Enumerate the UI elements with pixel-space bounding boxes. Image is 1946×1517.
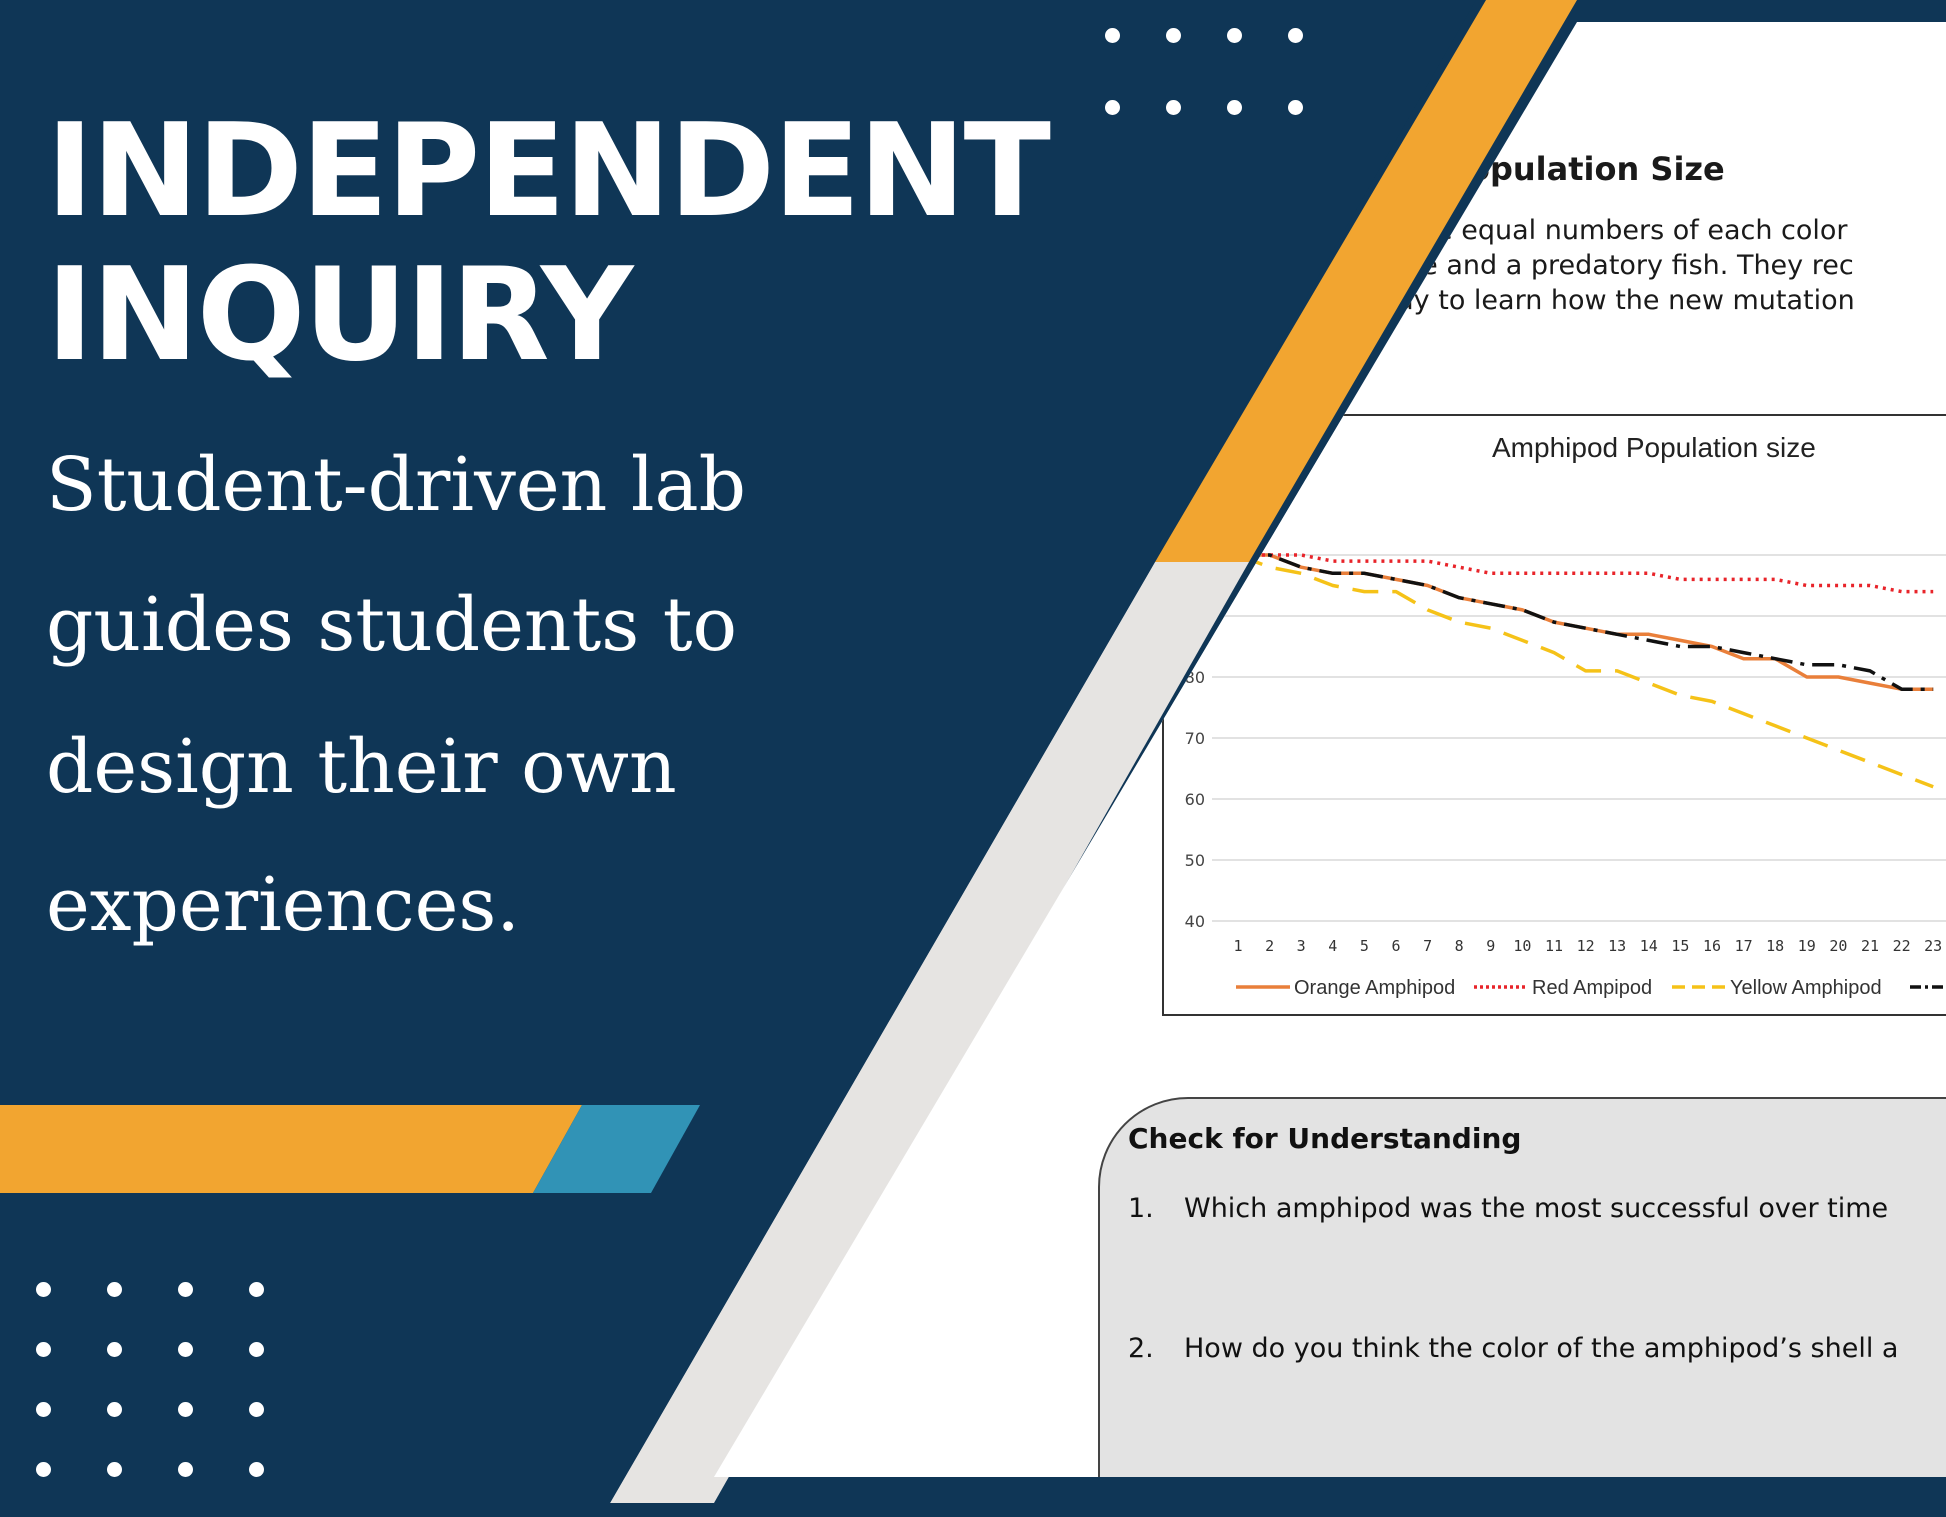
decorative-dot [249,1282,264,1297]
decorative-dot [36,1282,51,1297]
chart-title: Amphipod Population size [1492,432,1816,463]
decorative-dot [1288,100,1303,115]
chart-frame [1162,414,1946,1016]
x-tick-label: 11 [1545,937,1563,955]
x-tick-label: 12 [1577,937,1595,955]
decorative-dot [107,1342,122,1357]
x-tick-label: 19 [1798,937,1816,955]
y-tick-label: 40 [1185,912,1205,931]
x-tick-label: 17 [1735,937,1753,955]
legend-label: Yellow Amphipod [1730,977,1882,999]
worksheet-intro-line: lgae and a predatory fish. They rec [1380,250,1854,281]
x-tick-label: 21 [1861,937,1879,955]
check-for-understanding-title: Check for Understanding [1128,1122,1522,1155]
x-tick-label: 10 [1513,937,1531,955]
x-tick-label: 16 [1703,937,1721,955]
question-item: 1. Which amphipod was the most successful… [1128,1193,1888,1224]
y-tick-label: 70 [1185,729,1205,748]
decorative-dot [1105,28,1120,43]
decorative-dot [107,1402,122,1417]
decorative-dot [1166,28,1181,43]
decorative-dot [178,1342,193,1357]
worksheet-intro-line: day to learn how the new mutation [1380,285,1855,316]
decorative-dot [249,1402,264,1417]
orange-accent-bar [0,1105,582,1193]
decorative-dot [36,1402,51,1417]
x-tick-label: 22 [1893,937,1911,955]
worksheet-title: opulation Size [1468,150,1725,188]
headline-line-1: INDEPENDENT [46,97,1051,246]
x-tick-label: 2 [1265,937,1274,955]
decorative-dot [249,1342,264,1357]
x-tick-label: 18 [1766,937,1784,955]
question-text: Which amphipod was the most successful o… [1184,1193,1889,1224]
x-tick-label: 20 [1829,937,1847,955]
x-tick-label: 23 [1924,937,1942,955]
question-text: How do you think the color of the amphip… [1184,1333,1899,1364]
decorative-dot [1227,100,1242,115]
question-number: 1. [1128,1193,1154,1224]
decorative-dot [1105,100,1120,115]
x-tick-label: 13 [1608,937,1626,955]
x-tick-label: 8 [1455,937,1464,955]
y-tick-label: 60 [1185,790,1205,809]
legend-label: Red Ampipod [1532,977,1652,999]
decorative-dot [107,1462,122,1477]
subtitle-line: experiences. [46,862,520,948]
x-tick-label: 5 [1360,937,1369,955]
decorative-dot [36,1462,51,1477]
x-tick-label: 7 [1423,937,1432,955]
headline-line-2: INQUIRY [46,241,633,390]
x-tick-label: 1 [1233,937,1242,955]
decorative-dot [36,1342,51,1357]
decorative-dot [1227,28,1242,43]
x-tick-label: 9 [1486,937,1495,955]
x-tick-label: 15 [1671,937,1689,955]
decorative-dot [107,1282,122,1297]
series-line [1237,553,1934,789]
decorative-dot [178,1282,193,1297]
series-line [1238,553,1934,691]
subtitle-line: design their own [46,724,677,810]
x-tick-label: 6 [1391,937,1400,955]
decorative-dot [249,1462,264,1477]
legend-label: Orange Amphipod [1294,977,1455,999]
question-item: 2. How do you think the color of the amph… [1128,1333,1898,1364]
x-tick-label: 4 [1328,937,1337,955]
decorative-dot [178,1462,193,1477]
question-number: 2. [1128,1333,1154,1364]
decorative-dot [1166,100,1181,115]
subtitle-line: Student-driven lab [46,442,747,528]
subtitle-line: guides students to [46,582,738,668]
decorative-dot [1288,28,1303,43]
y-tick-label: 80 [1185,668,1205,687]
x-tick-label: 3 [1297,937,1306,955]
check-for-understanding-box [1098,1097,1946,1477]
decorative-dot [178,1402,193,1417]
y-tick-label: 50 [1185,851,1205,870]
x-tick-label: 14 [1640,937,1658,955]
